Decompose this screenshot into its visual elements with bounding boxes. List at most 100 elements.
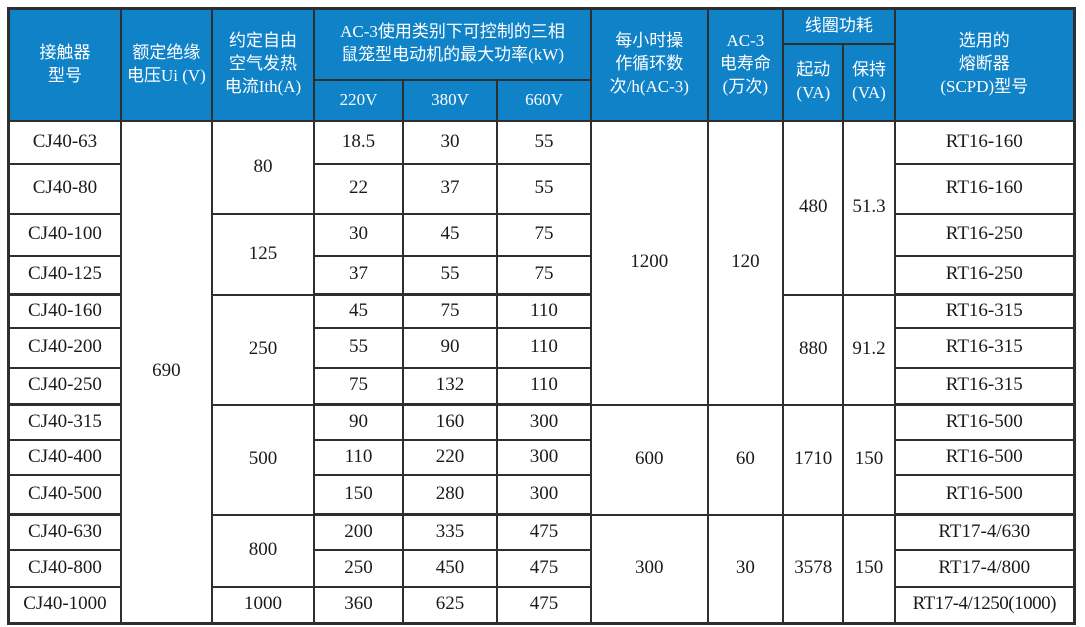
- table-row: CJ40-250 75 132 110 RT16-315: [7, 366, 1076, 406]
- cell-kw660: 300: [495, 403, 593, 441]
- cell-fuse: RT16-160: [893, 162, 1076, 215]
- cell-kw380: 45: [401, 212, 499, 257]
- cell-model: CJ40-630: [7, 513, 122, 551]
- cell-kw660: 300: [495, 473, 593, 516]
- cell-coil-start: 480: [782, 119, 845, 296]
- header-380v: 380V: [401, 78, 499, 122]
- cell-kw220: 200: [313, 513, 404, 551]
- cell-kw380: 30: [401, 119, 499, 165]
- header-rated-insulation-voltage: 额定绝缘 电压Ui (V): [119, 7, 213, 122]
- cell-ith: 250: [210, 293, 316, 406]
- cell-kw380: 37: [401, 162, 499, 215]
- cell-coil-start: 880: [782, 293, 845, 406]
- cell-model: CJ40-800: [7, 548, 122, 588]
- header-fuse: 选用的 熔断器 (SCPD)型号: [893, 7, 1076, 122]
- table-row: CJ40-80 22 37 55 RT16-160: [7, 162, 1076, 215]
- cell-ops: 300: [590, 513, 709, 625]
- cell-kw220: 30: [313, 212, 404, 257]
- cell-coil-start: 3578: [782, 513, 845, 625]
- cell-kw660: 75: [495, 212, 593, 257]
- header-ac3-life: AC-3 电寿命 (万次): [706, 7, 785, 122]
- cell-fuse: RT16-250: [893, 254, 1076, 296]
- cell-kw380: 450: [401, 548, 499, 588]
- cell-model: CJ40-100: [7, 212, 122, 257]
- header-ac3-max-power: AC-3使用类别下可控制的三相 鼠笼型电动机的最大功率(kW): [313, 7, 593, 81]
- cell-kw660: 55: [495, 119, 593, 165]
- cell-kw380: 75: [401, 293, 499, 329]
- table-header: 接触器 型号 额定绝缘 电压Ui (V) 约定自由 空气发热 电流Ith(A) …: [7, 7, 1076, 122]
- cell-kw660: 475: [495, 585, 593, 625]
- table-row: CJ40-800 250 450 475 RT17-4/800: [7, 548, 1076, 588]
- table-row: CJ40-125 37 55 75 RT16-250: [7, 254, 1076, 296]
- table-body: CJ40-63 690 80 18.5 30 55 1200 120 480 5…: [7, 119, 1076, 625]
- cell-kw660: 55: [495, 162, 593, 215]
- cell-model: CJ40-200: [7, 326, 122, 369]
- header-660v: 660V: [495, 78, 593, 122]
- table-row: CJ40-200 55 90 110 RT16-315: [7, 326, 1076, 369]
- table-row: CJ40-400 110 220 300 RT16-500: [7, 438, 1076, 476]
- cell-coil-hold: 150: [842, 403, 896, 516]
- cell-kw660: 300: [495, 438, 593, 476]
- table-row: CJ40-500 150 280 300 RT16-500: [7, 473, 1076, 516]
- header-thermal-current: 约定自由 空气发热 电流Ith(A): [210, 7, 316, 122]
- cell-ui: 690: [119, 119, 213, 625]
- cell-kw220: 55: [313, 326, 404, 369]
- cell-kw660: 110: [495, 326, 593, 369]
- cell-kw660: 75: [495, 254, 593, 296]
- cell-coil-hold: 51.3: [842, 119, 896, 296]
- cell-coil-start: 1710: [782, 403, 845, 516]
- cell-fuse: RT17-4/630: [893, 513, 1076, 551]
- cell-fuse: RT16-160: [893, 119, 1076, 165]
- cell-fuse: RT16-500: [893, 403, 1076, 441]
- cell-ith: 500: [210, 403, 316, 516]
- cell-fuse: RT16-250: [893, 212, 1076, 257]
- table-row: CJ40-630 800 200 335 475 300 30 3578 150…: [7, 513, 1076, 625]
- header-220v: 220V: [313, 78, 404, 122]
- header-coil-start: 起动 (VA): [782, 42, 845, 122]
- cell-ith: 800: [210, 513, 316, 588]
- cell-ith: 1000: [210, 585, 316, 625]
- cell-model: CJ40-125: [7, 254, 122, 296]
- cell-model: CJ40-500: [7, 473, 122, 516]
- header-coil-hold: 保持 (VA): [842, 42, 896, 122]
- cell-model: CJ40-250: [7, 366, 122, 406]
- cell-kw660: 475: [495, 513, 593, 551]
- table-row: CJ40-315 500 90 160 300 600 60 1710 150 …: [7, 403, 1076, 516]
- contactor-spec-table: 接触器 型号 额定绝缘 电压Ui (V) 约定自由 空气发热 电流Ith(A) …: [7, 7, 1076, 625]
- header-coil-power: 线圈功耗: [782, 7, 896, 45]
- cell-fuse: RT16-500: [893, 473, 1076, 516]
- cell-life: 120: [706, 119, 785, 406]
- cell-coil-hold: 150: [842, 513, 896, 625]
- cell-fuse: RT16-500: [893, 438, 1076, 476]
- cell-fuse: RT16-315: [893, 293, 1076, 329]
- cell-kw380: 220: [401, 438, 499, 476]
- cell-kw660: 475: [495, 548, 593, 588]
- cell-ith: 125: [210, 212, 316, 296]
- cell-kw220: 250: [313, 548, 404, 588]
- cell-kw220: 45: [313, 293, 404, 329]
- cell-kw660: 110: [495, 293, 593, 329]
- header-ops-per-hour: 每小时操 作循环数 次/h(AC-3): [590, 7, 709, 122]
- cell-ops: 1200: [590, 119, 709, 406]
- cell-kw220: 75: [313, 366, 404, 406]
- table-row: CJ40-160 250 45 75 110 880 91.2 RT16-315: [7, 293, 1076, 406]
- cell-model: CJ40-400: [7, 438, 122, 476]
- cell-ops: 600: [590, 403, 709, 516]
- cell-kw220: 22: [313, 162, 404, 215]
- cell-kw380: 132: [401, 366, 499, 406]
- cell-fuse: RT17-4/1250(1000): [893, 585, 1076, 625]
- cell-life: 60: [706, 403, 785, 516]
- cell-kw380: 335: [401, 513, 499, 551]
- cell-model: CJ40-63: [7, 119, 122, 165]
- cell-kw380: 160: [401, 403, 499, 441]
- cell-kw380: 280: [401, 473, 499, 516]
- cell-kw220: 90: [313, 403, 404, 441]
- cell-kw220: 110: [313, 438, 404, 476]
- cell-fuse: RT17-4/800: [893, 548, 1076, 588]
- cell-life: 30: [706, 513, 785, 625]
- cell-fuse: RT16-315: [893, 366, 1076, 406]
- cell-kw220: 37: [313, 254, 404, 296]
- cell-model: CJ40-315: [7, 403, 122, 441]
- cell-ith: 80: [210, 119, 316, 215]
